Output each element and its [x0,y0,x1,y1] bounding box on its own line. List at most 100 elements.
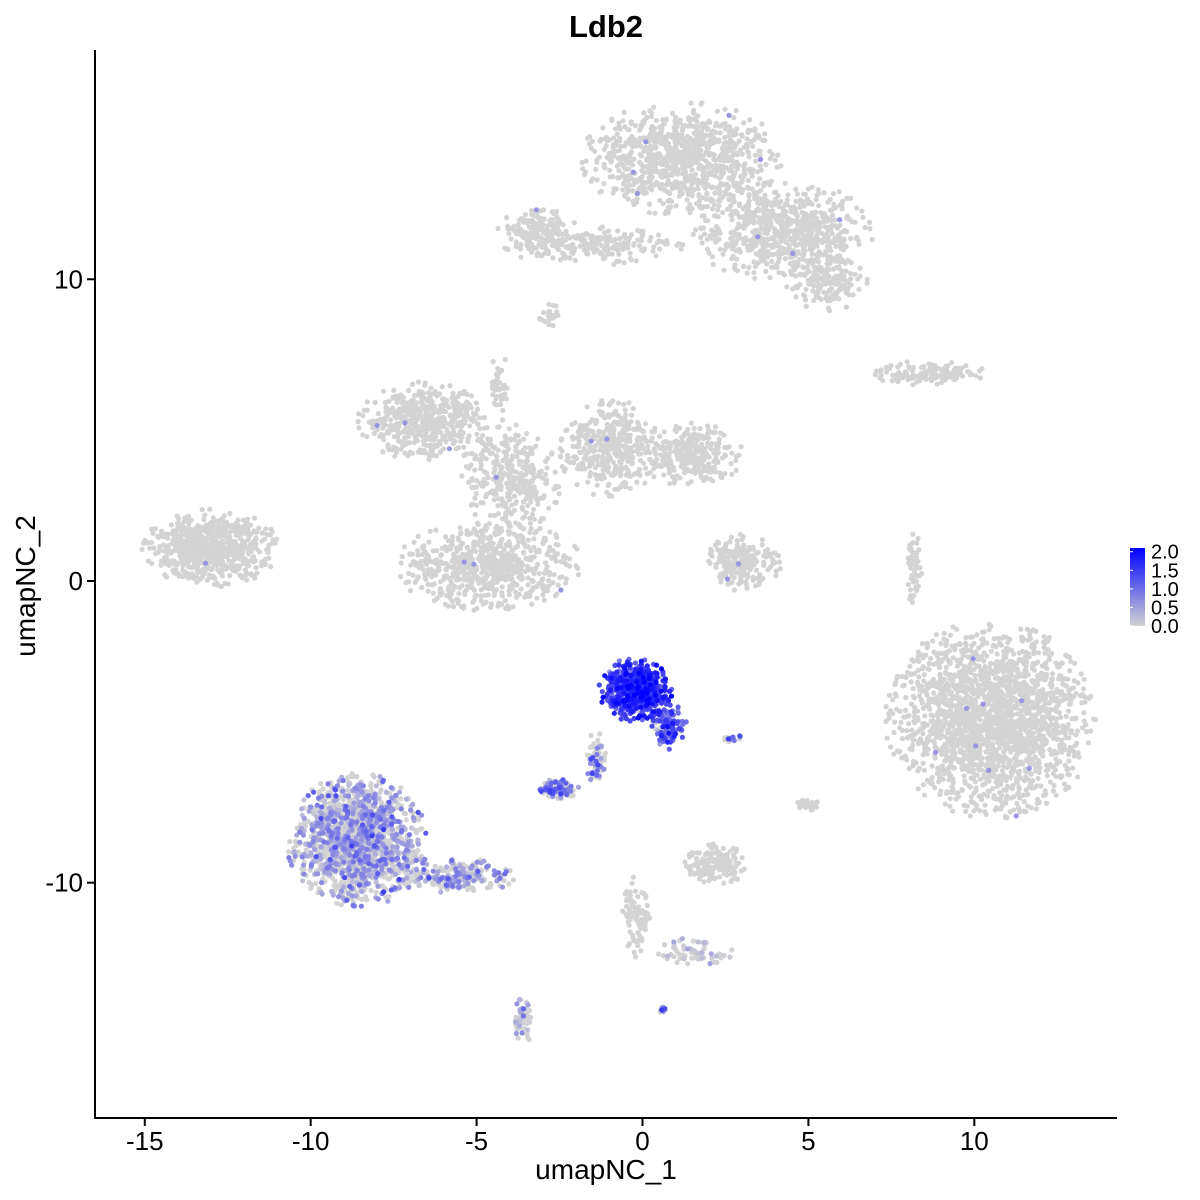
cell-point [726,133,732,139]
cell-point [571,234,577,240]
cell-point [409,551,415,557]
cell-point [649,187,655,193]
cell-point [667,197,673,203]
cell-point [479,570,485,576]
cell-point [625,178,631,184]
cell-point [671,148,678,155]
cell-point [775,152,781,158]
cell-point [435,416,441,422]
cell-point [729,164,735,170]
cell-point [744,136,750,142]
cell-point [531,567,537,573]
cell-point [494,386,500,392]
cell-point [480,500,486,506]
cell-point [510,604,516,610]
cell-point [540,515,546,522]
cell-point [646,155,652,162]
cell-point [798,272,804,278]
cell-point [834,281,840,287]
cell-point [687,158,693,164]
cell-point [615,413,621,419]
cell-point [585,432,591,438]
cell-point [422,428,428,434]
cell-point [202,526,208,532]
cell-point [617,161,623,167]
cell-point [185,535,191,542]
cell-point [493,453,500,459]
cell-point [407,587,414,594]
cell-point [553,532,559,538]
cell-point [769,252,776,258]
cell-point [591,448,597,454]
cell-point [620,246,626,252]
cell-point [410,559,416,565]
cell-point [702,231,708,237]
cell-point [737,147,744,153]
cell-point [478,551,484,558]
cell-point [818,210,824,216]
cell-point [613,186,620,192]
cell-point [656,151,662,157]
cell-point [426,568,432,574]
cell-point [616,123,622,130]
cell-point [621,109,627,115]
cell-point [415,379,422,385]
cell-point [472,495,478,501]
cell-point [751,217,757,223]
cell-point [654,179,660,186]
cell-point [643,438,649,444]
cell-point [596,473,603,479]
cell-point [381,388,387,394]
cell-point [682,431,688,437]
cell-point [452,571,458,577]
cell-point [749,171,755,177]
cell-point [173,545,179,551]
cell-point [398,560,404,566]
cell-point [529,450,535,457]
cell-point [661,121,668,127]
cell-point [473,548,479,555]
cell-point [844,195,850,201]
cell-point [645,134,652,140]
cell-point [782,180,788,186]
cell-point [570,443,576,449]
cell-point [724,206,731,212]
cell-point [717,130,723,136]
cell-point [503,454,509,460]
cell-point [641,190,647,196]
cell-point [525,582,531,588]
cell-point [556,491,562,497]
cell-point [235,544,241,550]
cell-point [202,512,208,518]
cell-point [719,170,725,176]
cell-point [652,138,658,144]
cell-point [757,163,763,169]
cell-point [252,558,258,564]
cell-point [397,573,404,580]
cell-point [852,219,858,225]
cell-point [621,233,628,239]
cell-point [650,248,656,254]
cell-point [706,161,712,167]
cell-point [825,228,831,234]
cell-point [722,121,728,127]
cell-point [474,566,480,573]
cell-point [772,157,778,163]
cell-point [740,206,746,212]
cell-point [722,452,728,458]
cell-point [657,246,663,252]
cell-point [784,239,790,246]
cell-point [678,246,684,252]
cell-point [596,408,602,414]
cell-point [734,126,740,132]
cell-point [805,268,811,274]
cell-point [695,132,701,138]
cell-point [190,538,196,544]
cell-point [490,359,496,365]
cell-point [263,526,269,532]
cell-point [668,204,674,210]
cell-point [497,601,503,607]
cell-point [734,188,741,194]
cell-point [722,471,728,477]
cell-point [516,539,522,545]
